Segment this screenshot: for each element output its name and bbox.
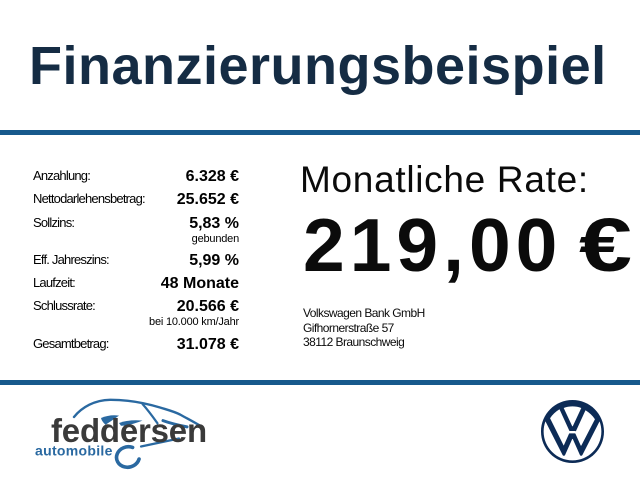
- svg-text:feddersen: feddersen: [51, 412, 207, 449]
- svg-text:automobile: automobile: [35, 443, 113, 459]
